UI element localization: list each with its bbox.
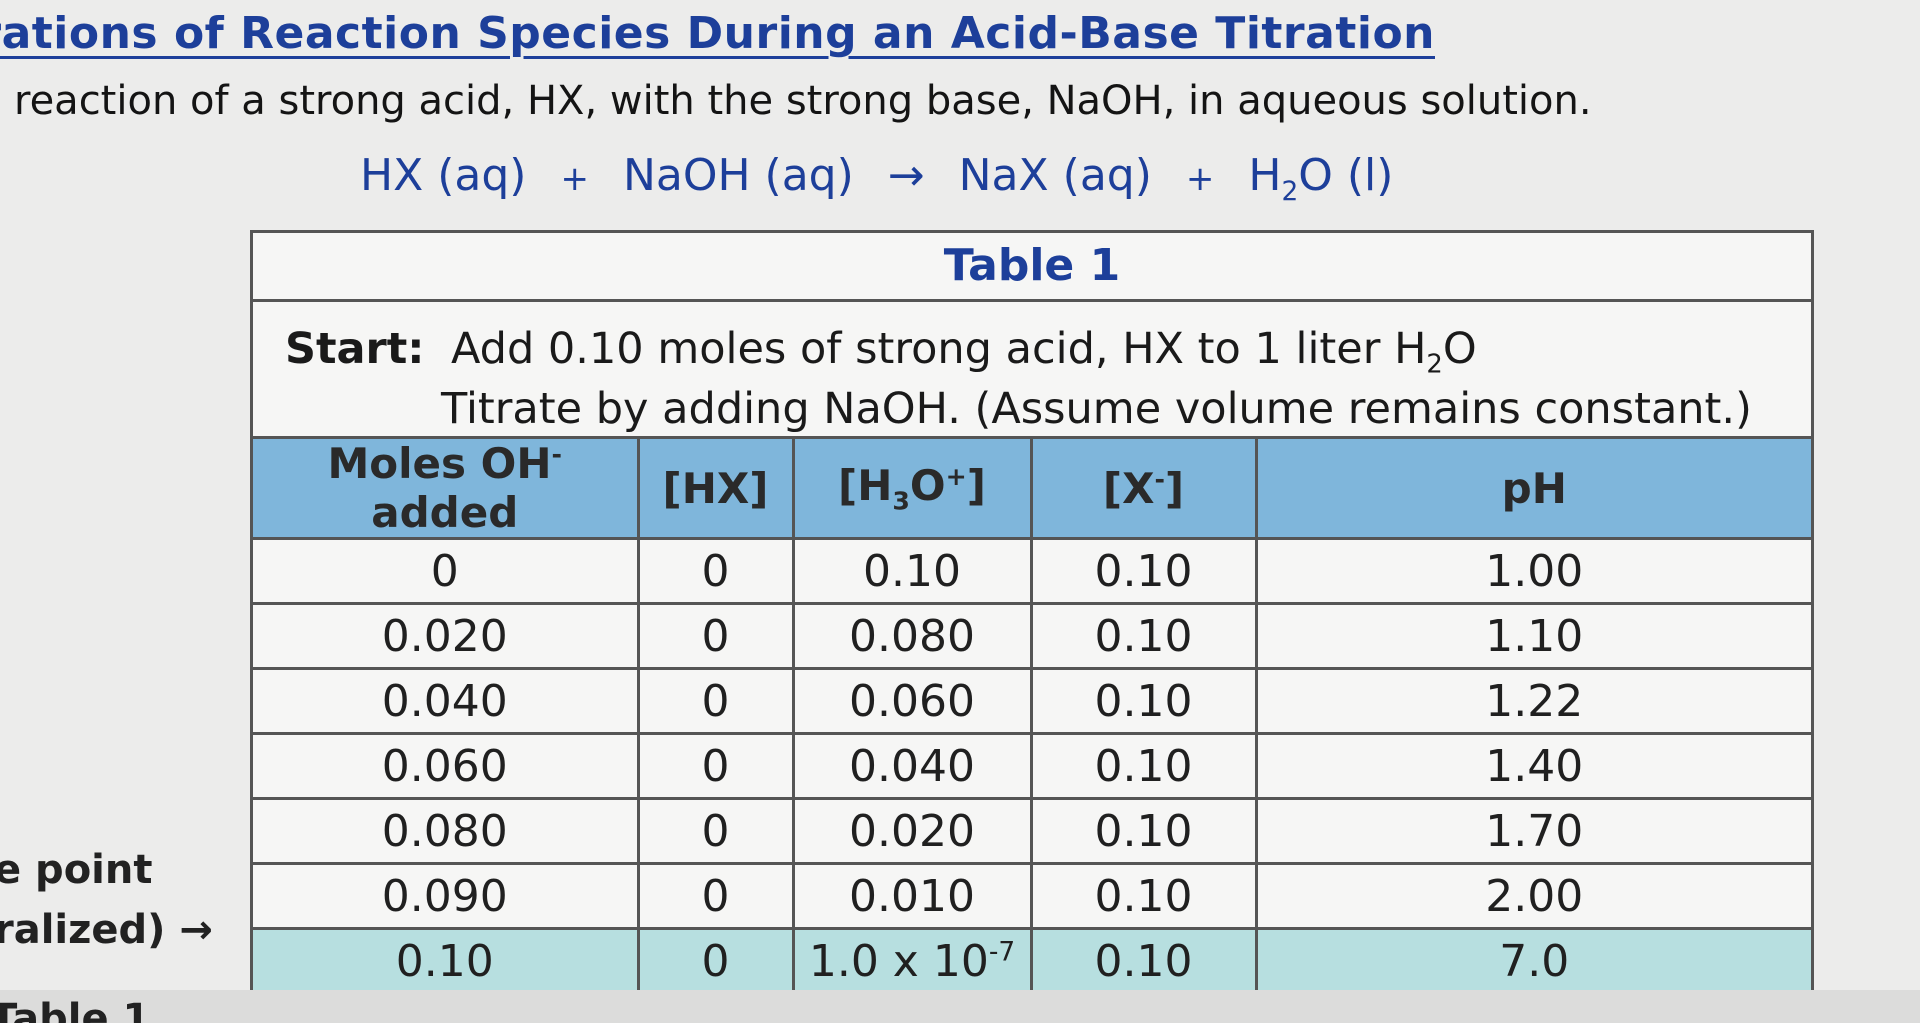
cell-ph: 1.10 — [1256, 603, 1811, 670]
cell-hx: 0 — [638, 928, 795, 992]
cell-hx: 0 — [638, 798, 795, 865]
side-note-line-1: e point — [0, 847, 153, 893]
cell-ph: 1.00 — [1256, 538, 1811, 605]
side-note-line-2: ralized) → — [0, 907, 213, 953]
cell-h3o: 0.020 — [793, 798, 1033, 865]
cell-h3o: 0.010 — [793, 863, 1033, 930]
plus-sign: + — [560, 159, 589, 199]
cell-x: 0.10 — [1031, 733, 1258, 800]
cell-x: 0.10 — [1031, 928, 1258, 992]
page-bottom-strip — [0, 990, 1920, 1023]
intro-text: reaction of a strong acid, HX, with the … — [14, 78, 1592, 124]
cell-ph: 7.0 — [1256, 928, 1811, 992]
cell-ph: 1.22 — [1256, 668, 1811, 735]
cell-hx: 0 — [638, 603, 795, 670]
cell-ph: 2.00 — [1256, 863, 1811, 930]
cell-h3o: 0.040 — [793, 733, 1033, 800]
cell-ph: 1.40 — [1256, 733, 1811, 800]
table-row: 0.040 0 0.060 0.10 1.22 — [253, 668, 1811, 735]
cell-h3o: 1.0 x 10-7 — [793, 928, 1033, 992]
cell-moles: 0.020 — [253, 603, 640, 670]
header-x: [X-] — [1031, 439, 1258, 540]
titration-data-table: Moles OH- added [HX] [H3O+] [X-] pH 0 0 … — [253, 439, 1811, 992]
reaction-arrow-icon: → — [887, 150, 925, 201]
cell-moles: 0.090 — [253, 863, 640, 930]
table-row: 0 0 0.10 0.10 1.00 — [253, 538, 1811, 605]
table-row: 0.060 0 0.040 0.10 1.40 — [253, 733, 1811, 800]
cell-x: 0.10 — [1031, 798, 1258, 865]
cell-hx: 0 — [638, 863, 795, 930]
cell-moles: 0.040 — [253, 668, 640, 735]
table-row: 0.090 0 0.010 0.10 2.00 — [253, 863, 1811, 930]
plus-sign-2: + — [1185, 159, 1215, 199]
cell-h3o: 0.10 — [793, 538, 1033, 605]
cell-moles: 0 — [253, 538, 640, 605]
start-label: Start: — [285, 324, 425, 374]
header-h3o: [H3O+] — [793, 439, 1033, 540]
cell-ph: 1.70 — [1256, 798, 1811, 865]
cell-x: 0.10 — [1031, 863, 1258, 930]
table-caption: Table 1 — [253, 233, 1811, 302]
cell-hx: 0 — [638, 733, 795, 800]
start-line-1: Add 0.10 moles of strong acid, HX to 1 l… — [451, 324, 1477, 380]
table-row: 0.020 0 0.080 0.10 1.10 — [253, 603, 1811, 670]
page-title: entrations of Reaction Species During an… — [0, 8, 1435, 59]
reaction-equation: HX (aq) + NaOH (aq) → NaX (aq) + H2O (l) — [360, 150, 1427, 207]
cell-x: 0.10 — [1031, 538, 1258, 605]
cell-h3o: 0.080 — [793, 603, 1033, 670]
header-moles-oh-added: Moles OH- added — [253, 439, 640, 540]
start-line-2: Titrate by adding NaOH. (Assume volume r… — [441, 384, 1752, 434]
cell-h3o: 0.060 — [793, 668, 1033, 735]
cell-moles: 0.10 — [253, 928, 640, 992]
titration-table: Table 1 Start: Add 0.10 moles of strong … — [250, 230, 1814, 995]
equivalence-point-note: e point ralized) → — [0, 840, 213, 960]
product-water: H2O (l) — [1248, 150, 1394, 207]
reactant-hx: HX (aq) — [360, 150, 527, 201]
table-start-instructions: Start: Add 0.10 moles of strong acid, HX… — [253, 302, 1811, 439]
table-header-row: Moles OH- added [HX] [H3O+] [X-] pH — [253, 439, 1811, 540]
header-hx: [HX] — [638, 439, 795, 540]
cell-hx: 0 — [638, 538, 795, 605]
product-nax: NaX (aq) — [958, 150, 1152, 201]
cropped-bottom-text: Table 1 — [0, 996, 151, 1023]
cell-moles: 0.060 — [253, 733, 640, 800]
table-row-equivalence-point: 0.10 0 1.0 x 10-7 0.10 7.0 — [253, 928, 1811, 992]
reactant-naoh: NaOH (aq) — [622, 150, 854, 201]
table-row: 0.080 0 0.020 0.10 1.70 — [253, 798, 1811, 865]
cell-x: 0.10 — [1031, 603, 1258, 670]
header-ph: pH — [1256, 439, 1811, 540]
cell-moles: 0.080 — [253, 798, 640, 865]
cell-x: 0.10 — [1031, 668, 1258, 735]
cell-hx: 0 — [638, 668, 795, 735]
